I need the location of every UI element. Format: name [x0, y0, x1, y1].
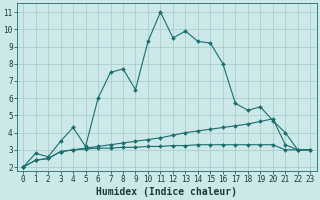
X-axis label: Humidex (Indice chaleur): Humidex (Indice chaleur) — [96, 186, 237, 197]
